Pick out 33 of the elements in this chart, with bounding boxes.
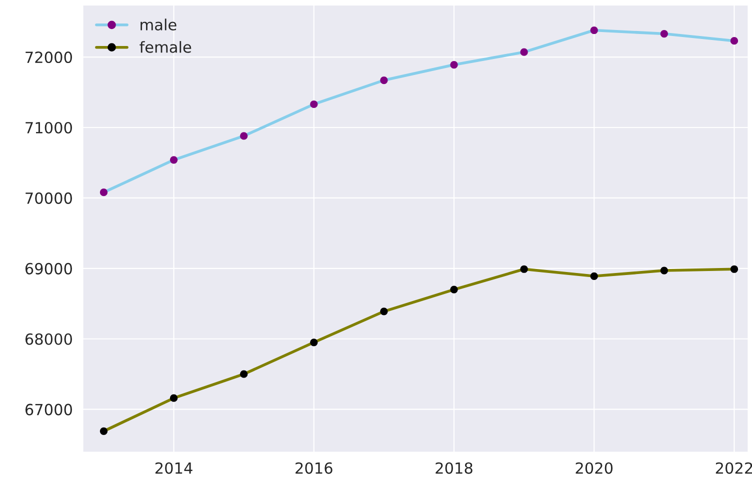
point [240, 370, 248, 378]
x-tick-label: 2018 [436, 462, 472, 474]
point [590, 26, 598, 34]
y-tick-label: 71000 [26, 122, 72, 134]
point [100, 188, 108, 196]
point [100, 427, 108, 435]
point [380, 76, 388, 84]
x-tick-label: 2014 [155, 462, 192, 474]
point [450, 60, 458, 69]
point [170, 394, 178, 402]
point [380, 308, 388, 316]
point [310, 100, 318, 108]
point [450, 286, 458, 294]
point [590, 272, 598, 280]
point [730, 37, 738, 45]
point [520, 265, 528, 273]
y-tick-label: 72000 [26, 51, 72, 64]
point [730, 265, 738, 273]
x-tick-label: 2022 [716, 462, 752, 474]
y-tick-label: 68000 [25, 333, 72, 345]
legend-label: female [140, 41, 192, 53]
point [660, 266, 668, 274]
y-tick-label: 70000 [26, 192, 72, 204]
y-tick-label: 69000 [25, 262, 72, 274]
x-tick-label: 2020 [576, 462, 613, 474]
x-tick-label: 2016 [296, 462, 332, 474]
point [520, 48, 528, 56]
point [240, 132, 248, 140]
point [310, 338, 318, 346]
point [170, 156, 178, 164]
y-tick-label: 67000 [25, 404, 72, 416]
point [660, 30, 668, 38]
legend-label: male [140, 18, 176, 30]
